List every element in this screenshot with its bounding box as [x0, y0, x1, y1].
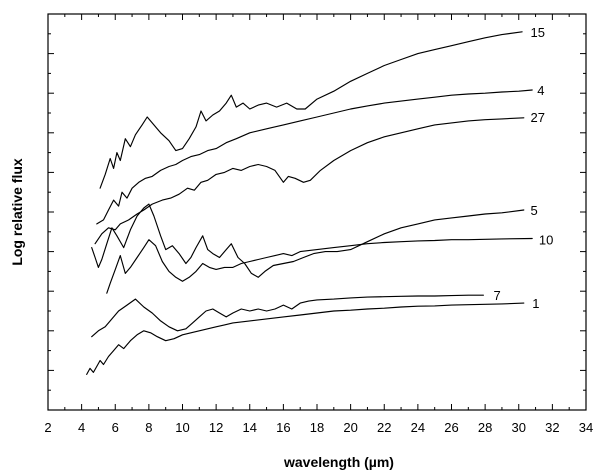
x-tick-label: 32	[545, 420, 559, 435]
series-label-10: 10	[539, 233, 553, 248]
x-axis-ticks: 2 4 6 8 10 12 14 16 18 20 22 24 26 28 30 32 34	[44, 14, 593, 435]
series-label-7: 7	[494, 288, 501, 303]
series-line-7	[91, 294, 484, 338]
series-label-15: 15	[531, 25, 545, 40]
series-label-27: 27	[531, 110, 545, 125]
x-tick-label: 14	[243, 420, 257, 435]
x-tick-label: 24	[411, 420, 425, 435]
x-tick-label: 16	[276, 420, 290, 435]
series-line-27	[94, 117, 525, 245]
series-labels: 15 4 27 510 7 1	[494, 25, 554, 311]
series-line-1	[86, 302, 525, 375]
series-label-4: 4	[537, 83, 544, 98]
series-line-4	[96, 89, 533, 225]
x-tick-label: 12	[209, 420, 223, 435]
x-tick-label: 10	[175, 420, 189, 435]
series-label-5: 5	[531, 203, 538, 218]
x-tick-label: 18	[310, 420, 324, 435]
x-tick-label: 34	[579, 420, 593, 435]
x-tick-label: 2	[44, 420, 51, 435]
x-axis-label: wavelength (µm)	[283, 454, 394, 470]
x-tick-label: 8	[145, 420, 152, 435]
series-line-5	[91, 203, 525, 278]
y-axis-ticks	[48, 13, 586, 411]
x-tick-label: 28	[478, 420, 492, 435]
series-layer	[86, 31, 533, 375]
x-tick-label: 20	[343, 420, 357, 435]
series-label-1: 1	[532, 296, 539, 311]
x-tick-label: 6	[112, 420, 119, 435]
series-line-10	[106, 237, 533, 294]
x-tick-label: 26	[444, 420, 458, 435]
series-line-15	[99, 31, 523, 189]
x-tick-label: 22	[377, 420, 391, 435]
y-axis-label: Log relative flux	[9, 158, 25, 266]
x-tick-label: 4	[78, 420, 85, 435]
x-tick-label: 30	[512, 420, 526, 435]
